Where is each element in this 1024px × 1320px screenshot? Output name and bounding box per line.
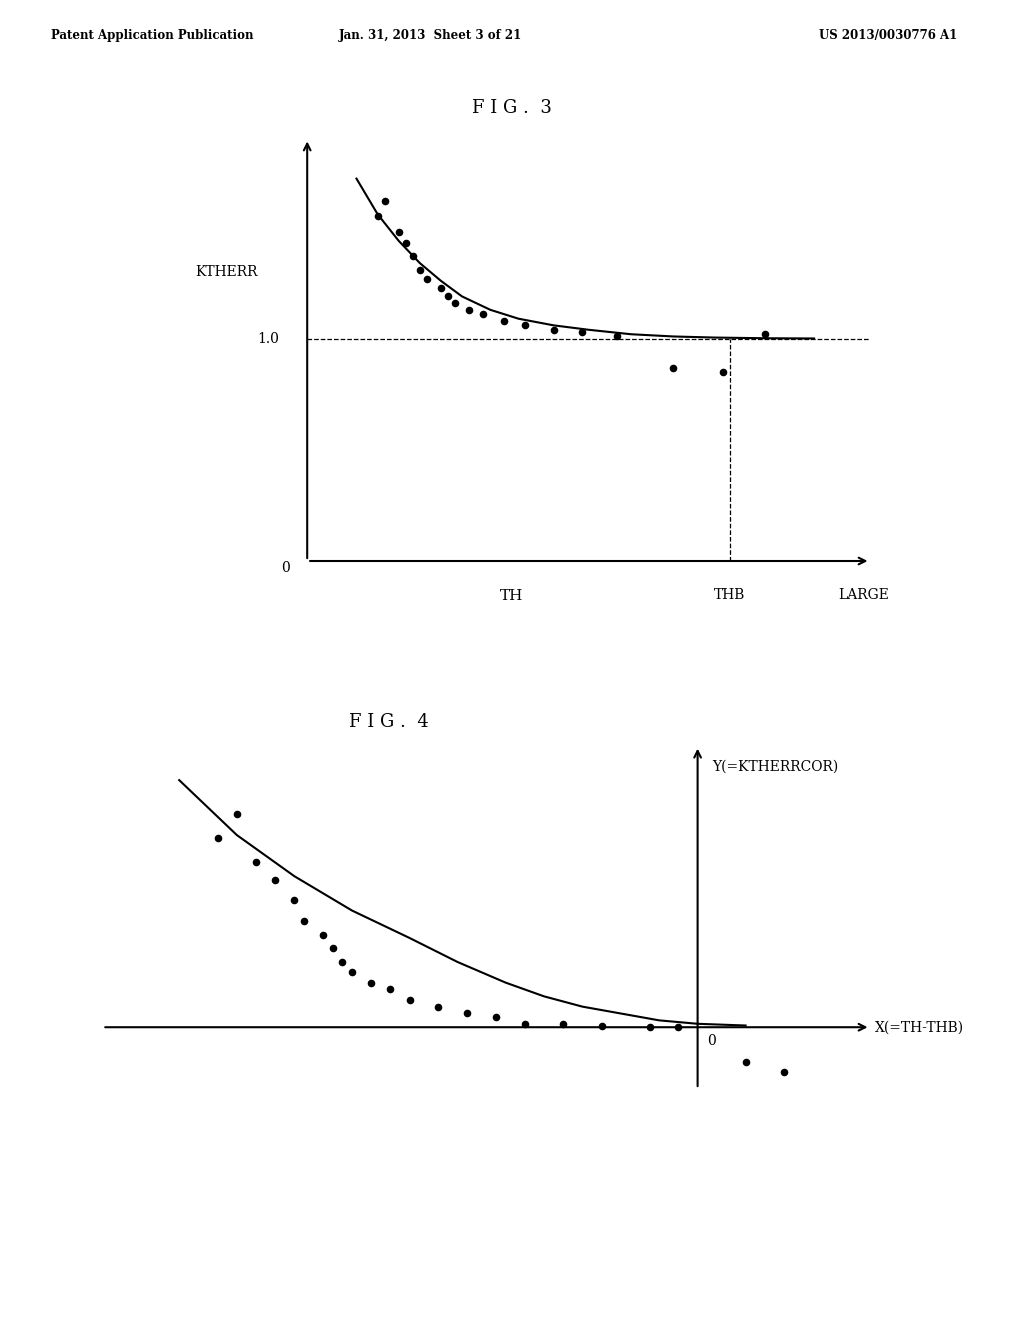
Point bbox=[757, 323, 773, 345]
Point bbox=[382, 979, 398, 1001]
Point bbox=[412, 259, 428, 280]
Text: X(=TH-THB): X(=TH-THB) bbox=[876, 1020, 965, 1035]
Point bbox=[287, 890, 303, 911]
Point bbox=[608, 326, 625, 347]
Point bbox=[430, 997, 446, 1018]
Text: Y(=KTHERRCOR): Y(=KTHERRCOR) bbox=[712, 760, 839, 774]
Point bbox=[419, 268, 435, 289]
Point bbox=[461, 300, 477, 321]
Point bbox=[573, 322, 590, 343]
Point bbox=[390, 222, 407, 243]
Point bbox=[517, 1014, 534, 1035]
Text: Patent Application Publication: Patent Application Publication bbox=[51, 29, 254, 42]
Point bbox=[401, 989, 418, 1010]
Point bbox=[344, 962, 360, 983]
Point bbox=[377, 190, 393, 211]
Point bbox=[334, 952, 350, 973]
Text: 1.0: 1.0 bbox=[257, 331, 279, 346]
Text: 0: 0 bbox=[708, 1034, 716, 1048]
Point bbox=[433, 277, 450, 298]
Point bbox=[496, 310, 512, 331]
Point bbox=[210, 828, 226, 849]
Point bbox=[487, 1006, 504, 1027]
Text: THB: THB bbox=[714, 587, 745, 602]
Text: 0: 0 bbox=[281, 561, 290, 576]
Text: F I G .  3: F I G . 3 bbox=[472, 99, 552, 117]
Point bbox=[325, 937, 341, 958]
Point bbox=[296, 911, 312, 932]
Point bbox=[267, 869, 284, 890]
Point bbox=[546, 319, 562, 341]
Point bbox=[666, 356, 682, 378]
Text: KTHERR: KTHERR bbox=[196, 265, 258, 279]
Point bbox=[397, 232, 414, 253]
Point bbox=[737, 1051, 754, 1072]
Point bbox=[315, 924, 332, 945]
Point bbox=[475, 304, 492, 325]
Point bbox=[776, 1061, 793, 1082]
Point bbox=[459, 1003, 475, 1024]
Point bbox=[555, 1014, 571, 1035]
Point bbox=[404, 246, 421, 267]
Point bbox=[517, 314, 534, 335]
Point bbox=[641, 1016, 657, 1038]
Text: LARGE: LARGE bbox=[838, 587, 889, 602]
Text: US 2013/0030776 A1: US 2013/0030776 A1 bbox=[819, 29, 957, 42]
Point bbox=[248, 851, 264, 873]
Text: Jan. 31, 2013  Sheet 3 of 21: Jan. 31, 2013 Sheet 3 of 21 bbox=[339, 29, 521, 42]
Point bbox=[715, 362, 731, 383]
Point bbox=[370, 206, 386, 227]
Point bbox=[446, 293, 463, 314]
Point bbox=[228, 804, 245, 825]
Point bbox=[670, 1016, 686, 1038]
Text: F I G .  4: F I G . 4 bbox=[349, 713, 429, 731]
Point bbox=[362, 972, 379, 993]
Point bbox=[440, 286, 457, 308]
Point bbox=[594, 1015, 610, 1036]
Text: TH: TH bbox=[501, 589, 523, 603]
